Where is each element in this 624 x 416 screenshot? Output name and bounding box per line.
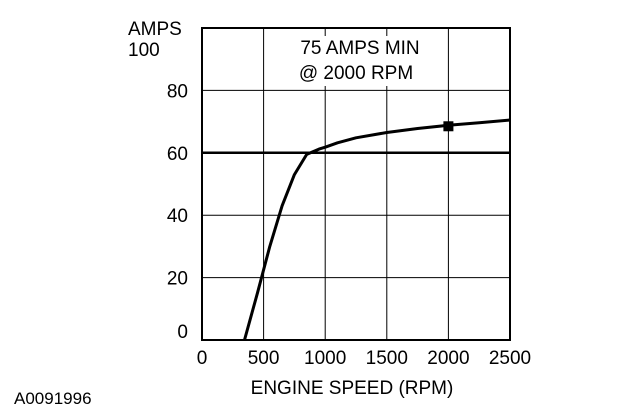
y-axis-top-value: 100 bbox=[128, 40, 160, 61]
y-tick-label-60: 60 bbox=[167, 144, 188, 165]
x-tick-label-1000: 1000 bbox=[304, 348, 346, 369]
title-background bbox=[282, 36, 442, 86]
x-tick-labels: 0 500 1000 1500 2000 2500 bbox=[197, 348, 531, 369]
y-tick-labels: 0 20 40 60 80 bbox=[167, 81, 188, 343]
x-axis-label: ENGINE SPEED (RPM) bbox=[251, 378, 454, 399]
x-tick-label-500: 500 bbox=[248, 348, 280, 369]
y-tick-label-20: 20 bbox=[167, 269, 188, 290]
x-tick-label-2500: 2500 bbox=[489, 348, 531, 369]
horizontal-gridlines bbox=[202, 89, 510, 279]
x-tick-label-2000: 2000 bbox=[427, 348, 469, 369]
figure-reference-id: A0091996 bbox=[14, 389, 92, 408]
y-axis-label: AMPS bbox=[128, 19, 182, 40]
y-tick-label-80: 80 bbox=[167, 81, 188, 102]
plot-frame bbox=[201, 27, 511, 341]
y-tick-label-40: 40 bbox=[167, 206, 188, 227]
min-spec-marker bbox=[443, 121, 454, 132]
x-tick-label-1500: 1500 bbox=[366, 348, 408, 369]
amps-curve bbox=[243, 118, 511, 341]
y-tick-label-0: 0 bbox=[177, 322, 188, 343]
chart-title-line-1: 75 AMPS MIN bbox=[300, 38, 419, 59]
chart-title-line-2: @ 2000 RPM bbox=[299, 63, 413, 84]
x-tick-label-0: 0 bbox=[197, 348, 208, 369]
y-label-background bbox=[126, 16, 200, 60]
